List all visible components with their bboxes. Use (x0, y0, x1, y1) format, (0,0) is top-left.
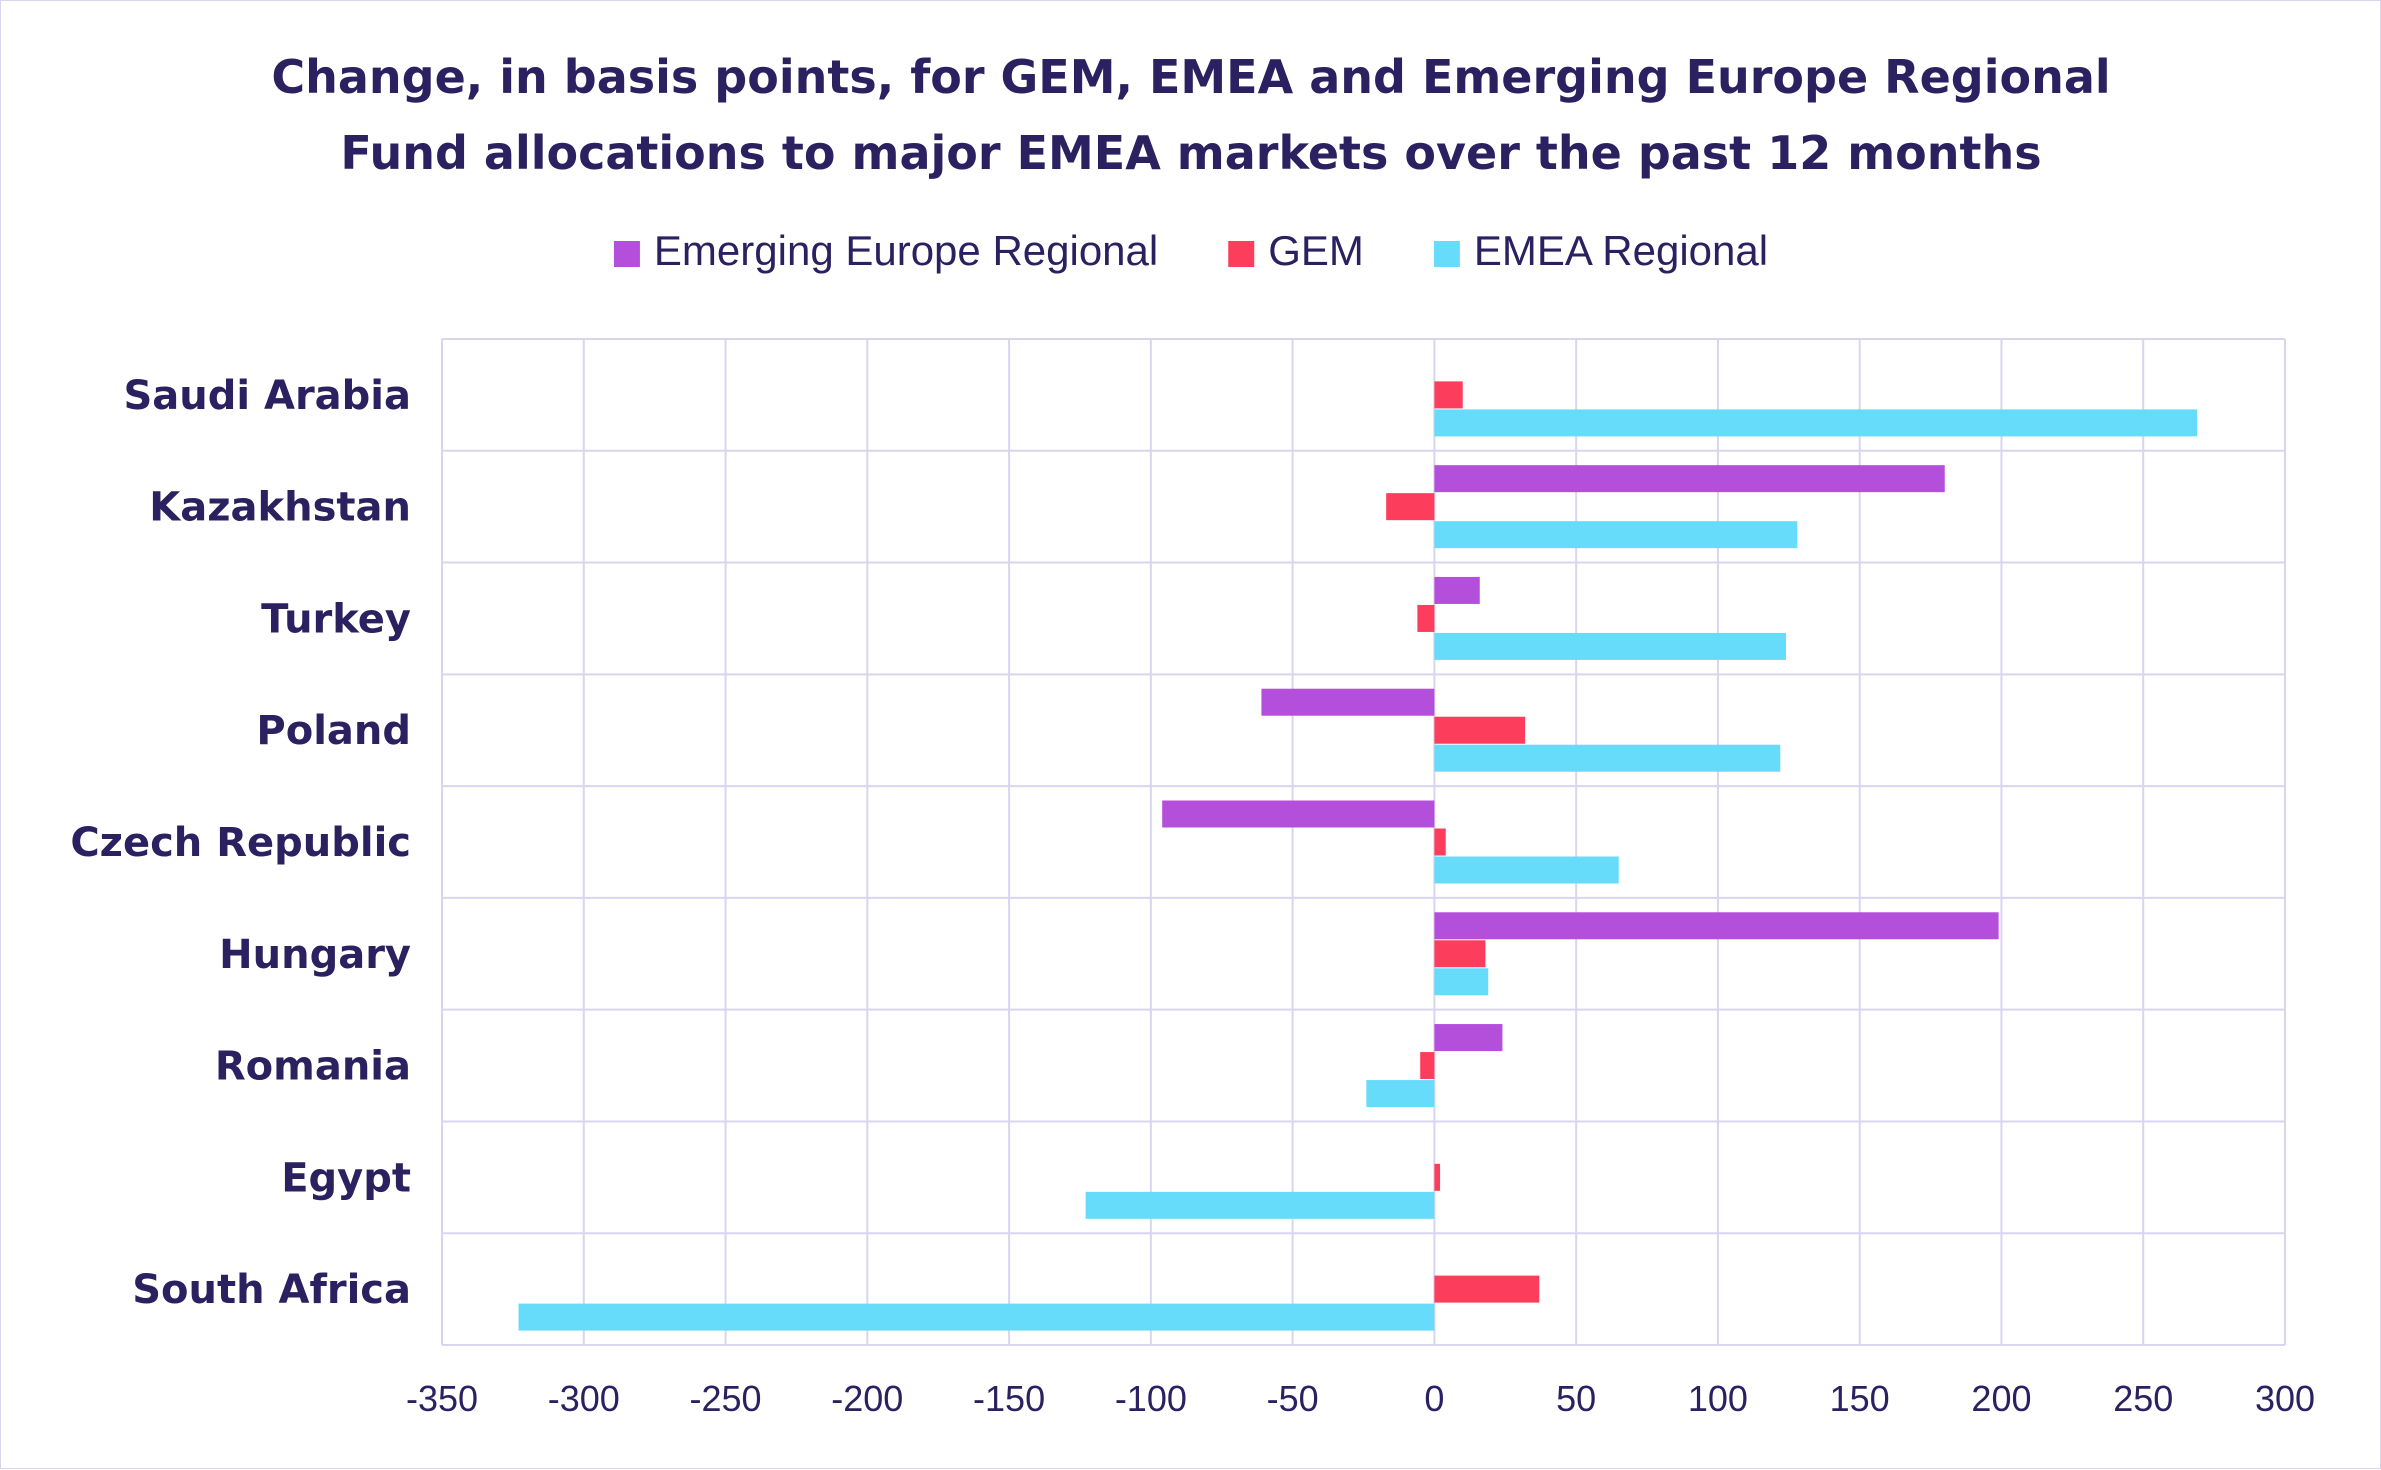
x-tick-label: -350 (406, 1378, 478, 1419)
bar (518, 1303, 1435, 1331)
x-tick-label: -300 (548, 1378, 620, 1419)
bar (1261, 688, 1435, 716)
bar (1434, 968, 1489, 996)
bar (1434, 1024, 1503, 1052)
bar (1434, 912, 1999, 940)
bar (1417, 604, 1435, 632)
x-tick-label: -250 (690, 1378, 762, 1419)
bar (1434, 856, 1619, 884)
bar (1434, 744, 1781, 772)
x-tick-label: -200 (831, 1378, 903, 1419)
bar (1434, 409, 2198, 437)
bar (1434, 1163, 1441, 1191)
x-tick-label: -100 (1115, 1378, 1187, 1419)
category-label: Egypt (281, 1155, 411, 1201)
bar (1386, 493, 1435, 521)
bar (1085, 1191, 1435, 1219)
x-tick-label: -50 (1267, 1378, 1319, 1419)
bar (1434, 465, 1945, 493)
category-labels: Saudi Arabia Kazakhstan Turkey Poland Czech … (70, 373, 411, 1313)
x-tick-label: 200 (1971, 1378, 2031, 1419)
x-tick-label: -150 (973, 1378, 1045, 1419)
legend-label: GEM (1268, 227, 1364, 274)
bar (1434, 576, 1480, 604)
x-tick-label: 100 (1688, 1378, 1748, 1419)
bar (1366, 1080, 1435, 1108)
legend: Emerging Europe Regional GEM EMEA Regional (613, 227, 1768, 274)
bar (1434, 716, 1526, 744)
x-tick-label: 0 (1424, 1378, 1444, 1419)
x-tick-labels: -350 -300 -250 -200 -150 -100 -50 0 50 100 150 200 2… (406, 1378, 2315, 1419)
category-label: Kazakhstan (149, 485, 411, 531)
bar (1434, 1275, 1540, 1303)
bar (1434, 381, 1463, 409)
x-tick-label: 250 (2113, 1378, 2173, 1419)
legend-swatch (613, 241, 640, 267)
category-label: Saudi Arabia (123, 373, 411, 419)
legend-swatch (1228, 241, 1255, 267)
x-tick-label: 50 (1556, 1378, 1596, 1419)
category-label: Czech Republic (70, 820, 411, 866)
legend-label: Emerging Europe Regional (654, 227, 1158, 274)
bar (1434, 521, 1798, 549)
category-label: Hungary (219, 932, 411, 978)
category-label: Romania (215, 1044, 411, 1090)
bars (518, 381, 2198, 1331)
gridlines (441, 338, 2286, 1346)
legend-label: EMEA Regional (1474, 227, 1768, 274)
category-label: South Africa (132, 1267, 411, 1313)
legend-swatch (1433, 241, 1460, 267)
x-tick-label: 150 (1830, 1378, 1890, 1419)
bar (1434, 632, 1786, 660)
x-tick-label: 300 (2255, 1378, 2315, 1419)
category-label: Turkey (261, 596, 411, 642)
category-label: Poland (256, 708, 411, 754)
bar (1434, 940, 1486, 968)
chart-subtitle: Fund allocations to major EMEA markets o… (340, 126, 2041, 180)
bar (1420, 1052, 1435, 1080)
chart-title: Change, in basis points, for GEM, EMEA a… (271, 50, 2110, 104)
bar (1434, 828, 1446, 856)
bar (1162, 800, 1435, 828)
